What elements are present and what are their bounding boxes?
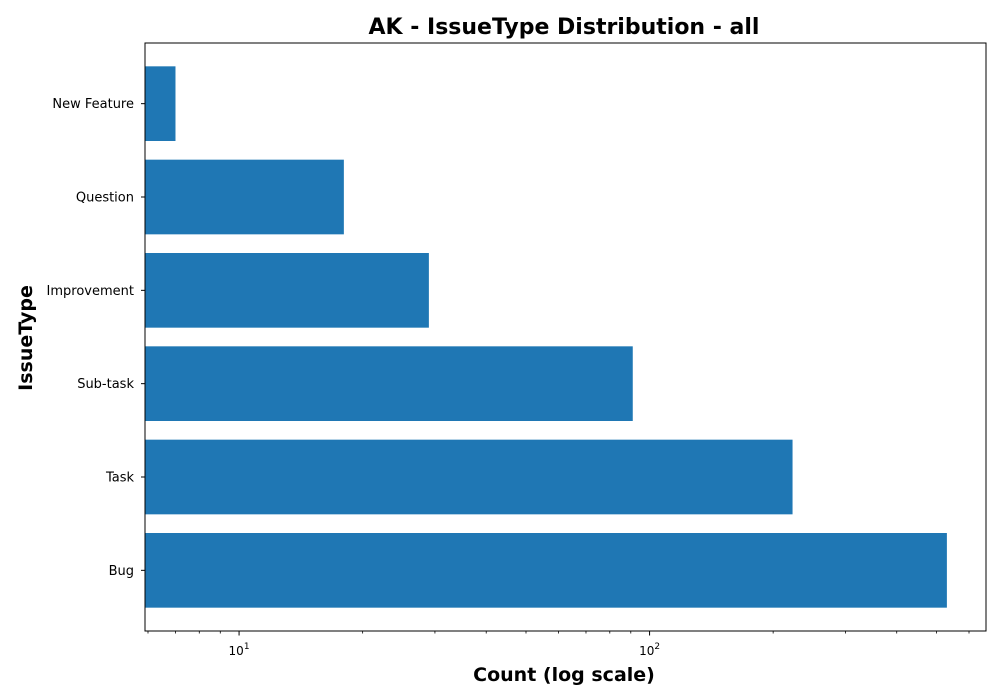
y-axis-ticks: New Feature Question Improvement Sub-task Ta… bbox=[47, 97, 145, 579]
y-tick-label: Bug bbox=[109, 564, 134, 579]
y-tick-label: Task bbox=[105, 471, 135, 486]
chart-title: AK - IssueType Distribution - all bbox=[369, 15, 760, 40]
y-tick-label: New Feature bbox=[52, 97, 134, 112]
x-axis-label: Count (log scale) bbox=[473, 664, 655, 686]
bar-improvement bbox=[145, 253, 429, 328]
y-tick-label: Improvement bbox=[47, 284, 134, 299]
bar-new-feature bbox=[145, 66, 176, 141]
bar-task bbox=[145, 439, 793, 515]
y-tick-label: Sub-task bbox=[77, 377, 134, 392]
y-axis-label: IssueType bbox=[15, 285, 37, 391]
plot-frame bbox=[144, 42, 987, 632]
bars-group bbox=[145, 66, 947, 608]
y-tick-label: Question bbox=[76, 191, 134, 206]
bar-sub-task bbox=[145, 346, 633, 421]
x-axis-ticks: 101 102 bbox=[147, 631, 970, 658]
x-tick-label: 102 bbox=[639, 642, 660, 658]
bar-bug bbox=[145, 533, 947, 608]
x-tick-label: 101 bbox=[229, 642, 250, 658]
bar-question bbox=[145, 159, 344, 235]
